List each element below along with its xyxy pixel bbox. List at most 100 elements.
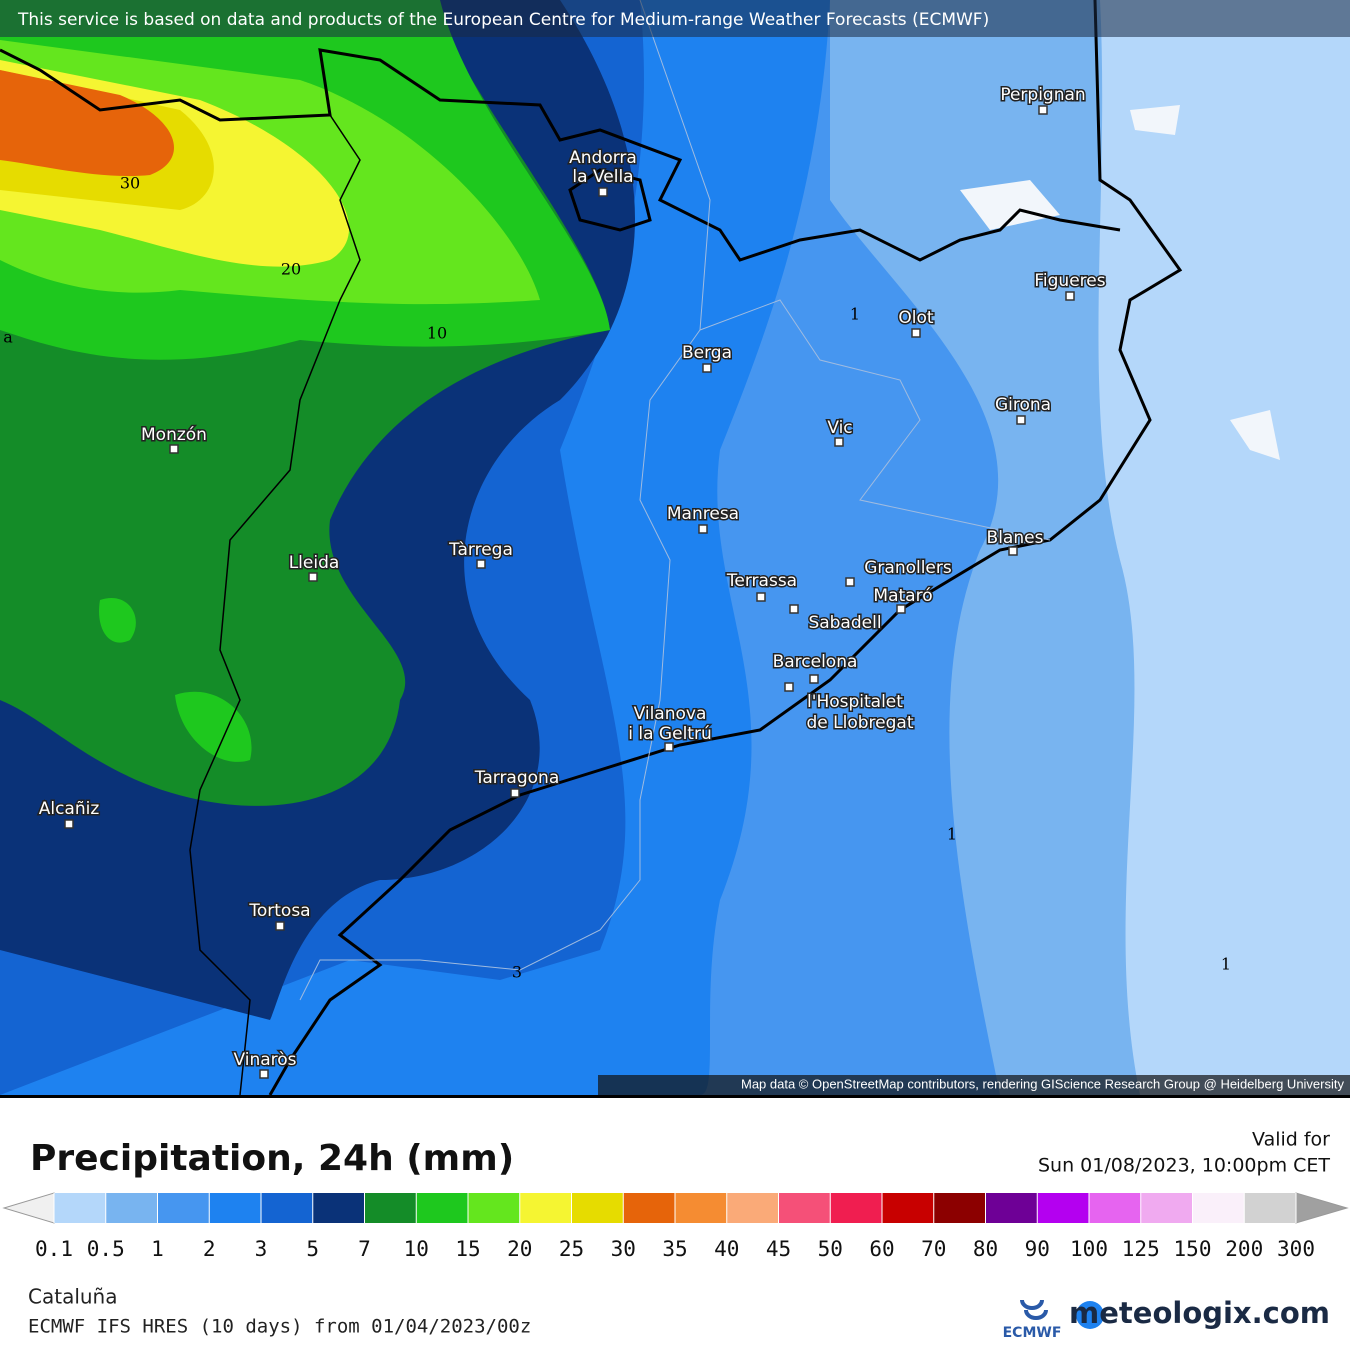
colorbar-segment: [312, 1193, 365, 1223]
city-dot: [896, 604, 906, 614]
city-label: la Vella: [572, 167, 633, 187]
colorbar-tick-label: 35: [662, 1237, 687, 1261]
colorbar-tick-label: 150: [1174, 1237, 1212, 1261]
colorbar-tick-label: 7: [358, 1237, 371, 1261]
city-dot: [702, 363, 712, 373]
attribution-bg: [598, 1075, 1350, 1095]
colorbar-segment: [1089, 1193, 1141, 1223]
coastline: [268, 0, 1183, 1096]
colorbar-segment: [54, 1193, 106, 1223]
city-label: Tarragona: [474, 768, 559, 788]
colorbar-segment: [209, 1193, 261, 1223]
colorbar-segment: [105, 1193, 158, 1223]
city-dot: [1065, 291, 1075, 301]
colorbar-segment: [726, 1193, 779, 1223]
city-label: Berga: [682, 343, 732, 363]
area-01: [1098, 0, 1350, 1095]
colorbar-tick-label: 20: [507, 1237, 532, 1261]
city-dot: [64, 819, 74, 829]
city-label: Manresa: [667, 504, 739, 524]
city-dot: [1016, 415, 1026, 425]
city-label: de Llobregat: [807, 713, 914, 733]
colorbar-segment: [985, 1193, 1038, 1223]
city-label: Lleida: [289, 553, 340, 573]
city-label: Figueres: [1034, 271, 1105, 291]
contour-label: 1: [947, 825, 957, 844]
colorbar: 0.1 0.5 1 2 3 5 7 10 15 20 25 30 35 40 45 50 60 70 80 90 100…: [2, 1192, 1349, 1261]
colorbar-tick-label: 40: [714, 1237, 739, 1261]
city-label: Granollers: [864, 558, 952, 578]
valid-time: Sun 01/08/2023, 10:00pm CET: [1038, 1155, 1330, 1177]
colorbar-segment: [933, 1193, 986, 1223]
borders: [0, 0, 1183, 1096]
city-dot: [789, 604, 799, 614]
colorbar-tick-label: 90: [1025, 1237, 1050, 1261]
colorbar-tick-label: 300: [1277, 1237, 1315, 1261]
province-borders: [299, 0, 1051, 1001]
attribution: Map data © OpenStreetMap contributors, r…: [741, 1076, 1345, 1091]
city-label: Perpignan: [1000, 85, 1085, 105]
colorbar-tick-label: 25: [559, 1237, 584, 1261]
colorbar-segment: [830, 1193, 882, 1223]
colorbar-segment: [364, 1193, 417, 1223]
colorbar-segment: [882, 1193, 934, 1223]
city-label: Alcañiz: [39, 799, 100, 819]
city-label: Blanes: [987, 528, 1044, 548]
contour-label: 1: [1221, 955, 1231, 974]
colorbar-tick-label: 0.1: [35, 1237, 73, 1261]
colorbar-segment: [1037, 1193, 1089, 1223]
city-dot: [1038, 105, 1048, 115]
map-edge: [0, 1095, 1350, 1098]
city-label: Mataró: [873, 586, 932, 606]
colorbar-tick-label: 80: [973, 1237, 998, 1261]
banner: This service is based on data and produc…: [17, 10, 989, 30]
contour-label: 3: [512, 963, 522, 982]
city-dot: [834, 437, 844, 447]
city-label: Barcelona: [773, 652, 858, 672]
ecmwf-icon: [1020, 1299, 1048, 1320]
colorbar-segment: [416, 1193, 468, 1223]
colorbar-segment: [519, 1193, 572, 1223]
city-label: Vilanova: [634, 704, 707, 724]
colorbar-under: [2, 1192, 55, 1224]
contour-label: 1: [850, 305, 860, 324]
colorbar-segment: [571, 1193, 624, 1223]
colorbar-segment: [778, 1193, 831, 1223]
city-label: Vic: [827, 418, 852, 438]
brand-icon: [1076, 1301, 1104, 1329]
city-dot: [598, 187, 608, 197]
brand: meteologix.com: [1069, 1296, 1330, 1330]
national-border: [0, 48, 1121, 262]
colorbar-tick-label: 0.5: [87, 1237, 125, 1261]
area-dry: [960, 105, 1280, 460]
colorbar-tick-label: 30: [611, 1237, 636, 1261]
city-label: Terrassa: [726, 571, 797, 591]
region: Cataluña: [28, 1285, 117, 1309]
city-label: Tàrrega: [448, 540, 513, 560]
city-dot: [169, 444, 179, 454]
contour-labels: 30 20 10 1 1 1 3 a: [3, 174, 1231, 982]
city-dot: [698, 524, 708, 534]
colorbar-tick-label: 200: [1225, 1237, 1263, 1261]
colorbar-segment: [623, 1193, 675, 1223]
city-dot: [756, 592, 766, 602]
city-dot: [308, 572, 318, 582]
colorbar-tick-label: 45: [766, 1237, 791, 1261]
colorbar-tick-label: 70: [921, 1237, 946, 1261]
colorbar-segment: [1192, 1193, 1245, 1223]
model: ECMWF IFS HRES (10 days) from 01/04/2023…: [28, 1316, 531, 1338]
regional-border: [189, 114, 361, 1096]
colorbar-over: [1295, 1192, 1349, 1224]
city-dot: [510, 788, 520, 798]
city-label: Olot: [898, 308, 934, 328]
valid-label: Valid for: [1252, 1129, 1330, 1151]
legend-title: Precipitation, 24h (mm): [30, 1138, 514, 1179]
city-dot: [1008, 546, 1018, 556]
city-dot: [809, 674, 819, 684]
city-label: Monzón: [141, 425, 207, 445]
city-dot: [911, 328, 921, 338]
colorbar-tick-label: 5: [306, 1237, 319, 1261]
colorbar-tick-label: 3: [255, 1237, 268, 1261]
